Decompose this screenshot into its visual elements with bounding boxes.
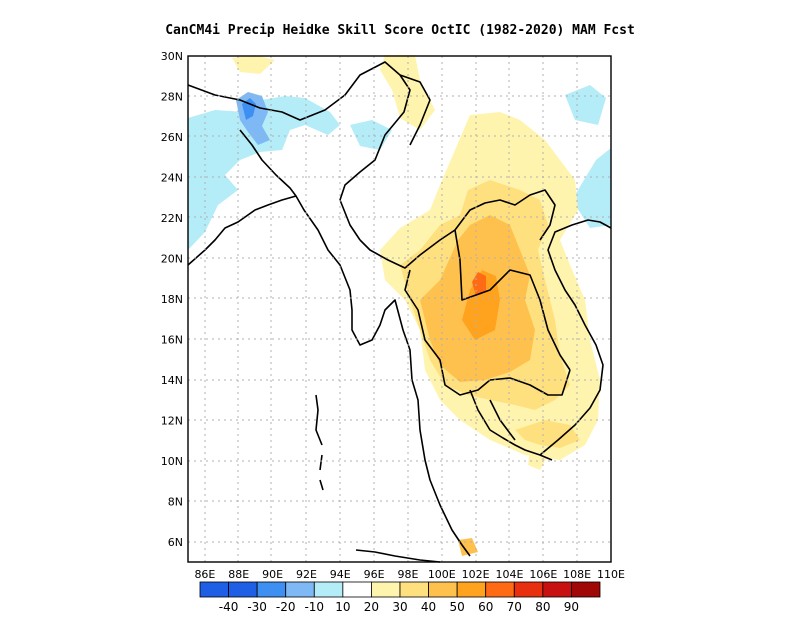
lon-tick-label: 102E — [462, 568, 490, 581]
map-frame — [187, 55, 612, 563]
colorbar-swatch — [285, 581, 315, 598]
lat-tick-label: 28N — [161, 90, 183, 103]
lat-lon-grid — [188, 56, 611, 562]
border-india-myanmar — [187, 61, 411, 241]
lon-tick-label: 106E — [529, 568, 557, 581]
colorbar — [199, 581, 601, 598]
map-title: CanCM4i Precip Heidke Skill Score OctIC … — [165, 23, 635, 38]
lon-tick-label: 96E — [364, 568, 385, 581]
lat-tick-label: 26N — [161, 131, 183, 144]
lon-tick-label: 108E — [563, 568, 591, 581]
lon-tick-label: 86E — [194, 568, 215, 581]
colorbar-label: -10 — [304, 600, 324, 614]
negative-skill-region-southeast — [572, 148, 611, 228]
colorbar-swatch — [199, 581, 229, 598]
colorbar-label: 70 — [507, 600, 522, 614]
lat-tick-label: 6N — [168, 536, 183, 549]
colorbar-label: -20 — [276, 600, 296, 614]
border-myanmar-thailand — [359, 189, 556, 269]
border-china — [399, 74, 431, 146]
positive-skill-region-50 — [462, 270, 500, 340]
lat-tick-label: 14N — [161, 374, 183, 387]
lat-tick-label: 10N — [161, 455, 183, 468]
lat-tick-label: 18N — [161, 293, 183, 306]
lat-tick-label: 24N — [161, 171, 183, 184]
latitude-labels: 30N 28N 26N 24N 22N 20N 18N 16N 14N 12N 10N 8N 6N — [161, 50, 183, 549]
colorbar-label: 50 — [450, 600, 465, 614]
skill-field — [188, 55, 611, 556]
coastline-vietnam — [539, 219, 612, 456]
colorbar-label: 20 — [364, 600, 379, 614]
border-thailand-cambodia — [404, 269, 571, 396]
colorbar-label: 80 — [535, 600, 550, 614]
lat-tick-label: 30N — [161, 50, 183, 63]
colorbar-swatch — [256, 581, 287, 598]
colorbar-swatch — [571, 581, 601, 598]
longitude-labels: 86E 88E 90E 92E 94E 96E 98E 100E 102E 104E 106E 108… — [194, 568, 625, 581]
coastline-bay-of-bengal — [187, 195, 471, 557]
negative-skill-region-east — [565, 85, 606, 125]
colorbar-swatch — [485, 581, 515, 598]
colorbar-label: 90 — [564, 600, 579, 614]
colorbar-label: -30 — [247, 600, 267, 614]
colorbar-labels: -40 -30 -20 -10 10 20 30 40 50 60 70 80 90 — [219, 600, 579, 614]
lon-tick-label: 110E — [597, 568, 625, 581]
lon-tick-label: 94E — [330, 568, 351, 581]
positive-skill-region-south — [458, 538, 478, 556]
lon-tick-label: 104E — [496, 568, 524, 581]
lon-tick-label: 88E — [228, 568, 249, 581]
colorbar-swatch — [428, 581, 458, 598]
border-bangladesh — [239, 129, 297, 197]
lon-tick-label: 92E — [296, 568, 317, 581]
lat-tick-label: 12N — [161, 414, 183, 427]
lat-tick-label: 16N — [161, 333, 183, 346]
lon-tick-label: 100E — [428, 568, 456, 581]
colorbar-swatch — [313, 581, 344, 598]
colorbar-label: -40 — [219, 600, 239, 614]
lon-tick-label: 90E — [262, 568, 283, 581]
lat-tick-label: 20N — [161, 252, 183, 265]
colorbar-swatch — [513, 581, 544, 598]
negative-skill-region-west — [188, 96, 340, 250]
coastline-sumatra — [355, 549, 441, 563]
negative-skill-region-deep — [242, 98, 256, 120]
colorbar-swatch — [371, 581, 401, 598]
lat-tick-label: 22N — [161, 212, 183, 225]
positive-skill-region-north — [232, 55, 275, 74]
lon-tick-label: 98E — [397, 568, 418, 581]
coastline-andaman — [315, 394, 324, 491]
colorbar-label: 30 — [392, 600, 407, 614]
colorbar-swatch — [342, 581, 372, 598]
colorbar-label: 10 — [335, 600, 350, 614]
positive-skill-region-southeast — [515, 420, 580, 448]
colorbar-swatch — [399, 581, 429, 598]
colorbar-swatch — [228, 581, 258, 598]
positive-skill-region-coast — [528, 450, 548, 470]
colorbar-swatch — [542, 581, 572, 598]
colorbar-swatch — [456, 581, 487, 598]
colorbar-label: 60 — [478, 600, 493, 614]
colorbar-label: 40 — [421, 600, 436, 614]
border-laos — [454, 229, 571, 371]
lat-tick-label: 8N — [168, 495, 183, 508]
